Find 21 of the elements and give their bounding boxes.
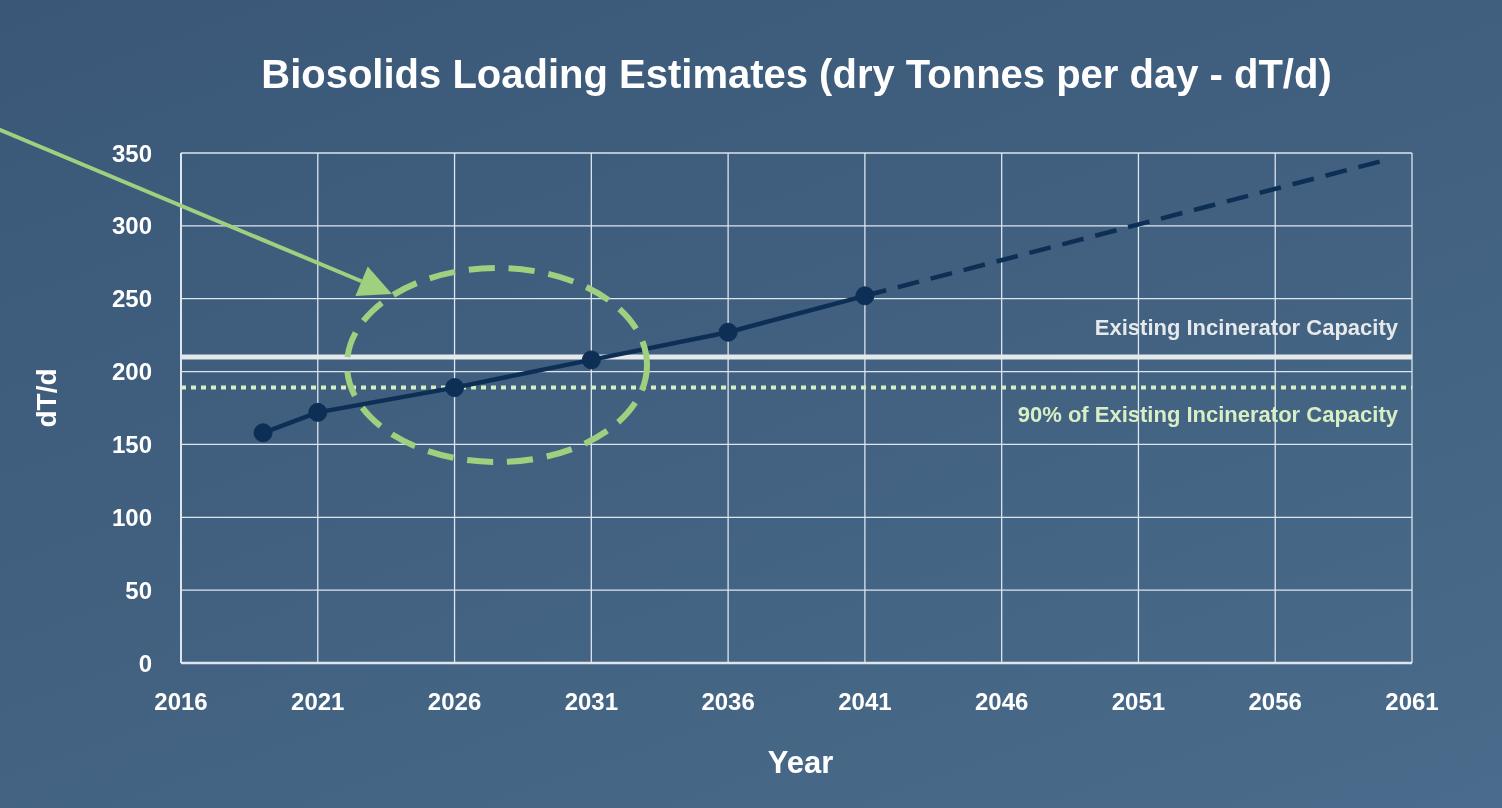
- x-tick-label: 2056: [1248, 688, 1302, 716]
- x-tick-label: 2061: [1385, 688, 1439, 716]
- y-axis-title: dT/d: [31, 368, 62, 428]
- y-tick-label: 300: [111, 212, 152, 240]
- x-tick-label: 2051: [1111, 688, 1166, 716]
- x-tick-label: 2031: [564, 688, 619, 716]
- x-tick-label: 2041: [838, 688, 892, 716]
- x-tick-label: 2016: [154, 688, 208, 716]
- x-tick-label: 2021: [291, 688, 345, 716]
- y-tick-label: 50: [125, 576, 152, 604]
- y-tick-label: 250: [111, 285, 152, 313]
- y-tick-label: 100: [111, 503, 152, 531]
- x-tick-label: 2046: [974, 688, 1029, 716]
- x-axis-title: Year: [767, 745, 834, 780]
- x-tick-label: 2036: [701, 688, 755, 716]
- y-tick-label: 350: [111, 139, 152, 167]
- y-tick-label: 150: [111, 430, 152, 458]
- x-tick-label: 2026: [427, 688, 482, 716]
- y-tick-label: 0: [138, 649, 152, 677]
- y-tick-label: 200: [111, 358, 152, 386]
- chart-title: Biosolids Loading Estimates (dry Tonnes per day - dT/d): [260, 51, 1333, 98]
